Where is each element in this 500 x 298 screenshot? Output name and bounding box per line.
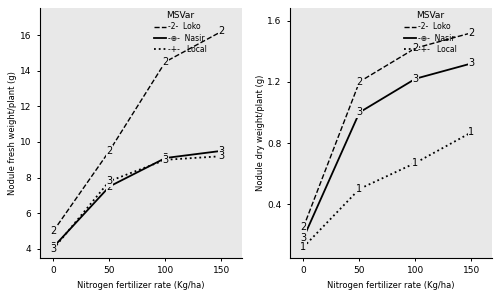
- Text: 3: 3: [106, 176, 112, 186]
- X-axis label: Nitrogen fertilizer rate (Kg/ha): Nitrogen fertilizer rate (Kg/ha): [327, 281, 454, 290]
- Text: 3: 3: [412, 74, 418, 84]
- Text: 3: 3: [218, 146, 224, 156]
- Y-axis label: Nodule fresh weight/plant (g): Nodule fresh weight/plant (g): [8, 71, 18, 195]
- Text: 2: 2: [218, 27, 224, 36]
- Text: 2: 2: [162, 57, 168, 67]
- Legend: -2-  Loko, -⊕-  Nasir, -+-   Local: -2- Loko, -⊕- Nasir, -+- Local: [152, 10, 208, 56]
- Text: 3: 3: [162, 155, 168, 165]
- Text: 2: 2: [50, 226, 56, 236]
- Text: 2: 2: [300, 222, 306, 232]
- Text: 3: 3: [50, 244, 56, 254]
- Text: 2: 2: [356, 77, 362, 87]
- Text: 3: 3: [218, 151, 224, 161]
- Text: 1: 1: [356, 184, 362, 194]
- Text: 3: 3: [50, 242, 56, 252]
- Text: 3: 3: [468, 58, 474, 69]
- Text: 2: 2: [106, 146, 112, 156]
- Text: 1: 1: [468, 127, 474, 137]
- Text: 2: 2: [106, 181, 112, 192]
- Text: 3: 3: [300, 233, 306, 243]
- Text: 1: 1: [412, 158, 418, 168]
- Legend: -2-  Loko, -⊕-  Nasir, -+-   Local: -2- Loko, -⊕- Nasir, -+- Local: [402, 10, 458, 56]
- Text: 3: 3: [356, 107, 362, 117]
- Text: 2: 2: [412, 43, 418, 53]
- Y-axis label: Nodule dry weight/plant (g): Nodule dry weight/plant (g): [256, 75, 264, 191]
- X-axis label: Nitrogen fertilizer rate (Kg/ha): Nitrogen fertilizer rate (Kg/ha): [77, 281, 204, 290]
- Text: 1: 1: [300, 242, 306, 252]
- Text: 2: 2: [468, 28, 474, 38]
- Text: 3: 3: [162, 153, 168, 163]
